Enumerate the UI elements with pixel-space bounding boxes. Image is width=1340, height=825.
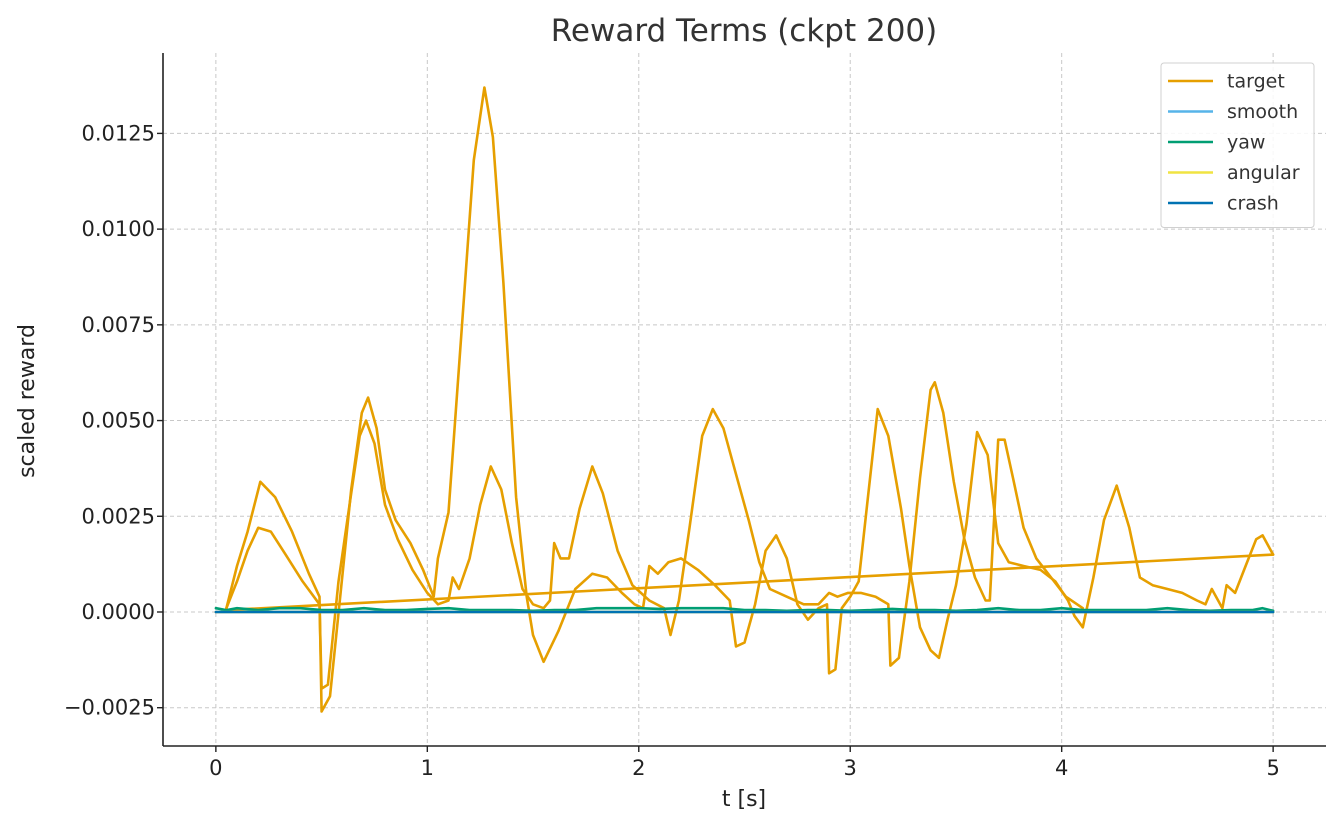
series-yaw-line-0 bbox=[214, 606, 1275, 613]
x-axis-label: t [s] bbox=[722, 787, 766, 812]
x-tick-label-0: 0 bbox=[209, 756, 222, 780]
y-tick-label-6: 0.0125 bbox=[82, 121, 155, 145]
series-lines bbox=[214, 86, 1275, 713]
x-tick-label-5: 5 bbox=[1266, 756, 1279, 780]
legend-label-crash: crash bbox=[1227, 193, 1279, 215]
x-tick-label-1: 1 bbox=[421, 756, 434, 780]
chart-title: Reward Terms (ckpt 200) bbox=[551, 13, 938, 49]
x-tick-label-4: 4 bbox=[1055, 756, 1068, 780]
y-tick-label-0: −0.0025 bbox=[64, 696, 155, 720]
x-axis-ticks: 0 1 2 3 4 5 bbox=[209, 746, 1280, 780]
legend-label-smooth: smooth bbox=[1227, 101, 1298, 123]
y-tick-label-4: 0.0075 bbox=[82, 313, 155, 337]
legend-box bbox=[1160, 62, 1315, 228]
x-tick-label-2: 2 bbox=[632, 756, 645, 780]
legend: target smooth yaw angular crash bbox=[1160, 62, 1315, 228]
series-target-line-1 bbox=[225, 381, 1085, 690]
y-tick-label-5: 0.0100 bbox=[82, 217, 155, 241]
y-tick-label-1: 0.0000 bbox=[82, 600, 155, 624]
y-tick-label-3: 0.0050 bbox=[82, 409, 155, 433]
axes bbox=[162, 53, 1326, 747]
legend-label-yaw: yaw bbox=[1227, 132, 1265, 154]
y-tick-label-2: 0.0025 bbox=[82, 504, 155, 528]
y-axis-label: scaled reward bbox=[15, 324, 40, 478]
series-target-line-0 bbox=[225, 86, 1275, 713]
y-axis-ticks: −0.0025 0.0000 0.0025 0.0050 0.0075 0.0100 0.0… bbox=[64, 121, 163, 720]
legend-label-target: target bbox=[1227, 71, 1285, 93]
series-target-line-2 bbox=[225, 553, 1275, 612]
x-tick-label-3: 3 bbox=[844, 756, 857, 780]
legend-label-angular: angular bbox=[1227, 162, 1300, 184]
